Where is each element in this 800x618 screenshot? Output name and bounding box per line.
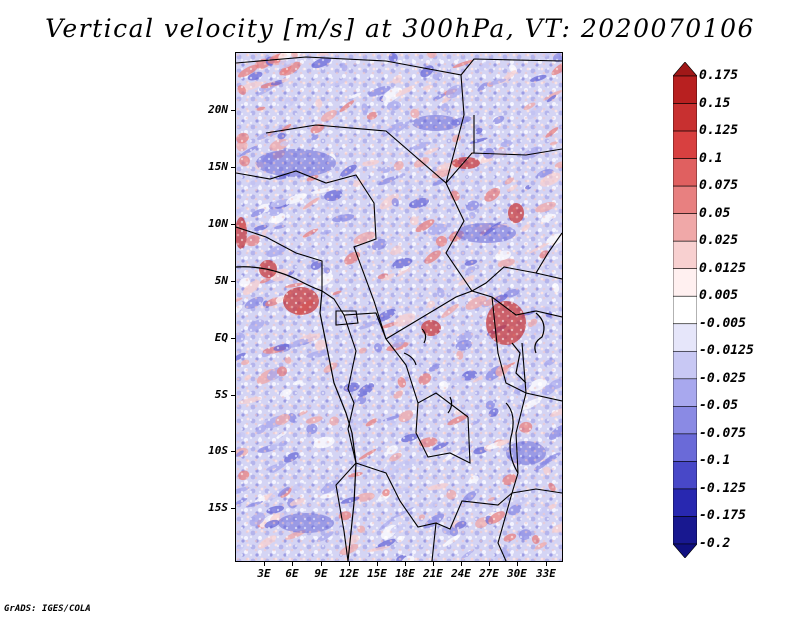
- colorbar-label: 0.175: [699, 68, 739, 83]
- lat-tick-mark: [231, 508, 235, 509]
- lat-tick-mark: [231, 224, 235, 225]
- colorbar-swatch: [673, 62, 697, 77]
- lon-tick-label: 12E: [339, 567, 359, 580]
- colorbar-label: 0.05: [699, 205, 731, 221]
- colorbar-swatch: [673, 461, 697, 490]
- colorbar-label: -0.1: [699, 453, 731, 469]
- country-borders: [236, 56, 562, 561]
- lon-tick-label: 6E: [285, 567, 299, 580]
- lon-tick-mark: [433, 562, 434, 566]
- lat-tick-mark: [231, 338, 235, 339]
- lon-tick-mark: [546, 562, 547, 566]
- colorbar-label: -0.05: [699, 398, 739, 414]
- colorbar-label: -0.005: [699, 315, 746, 331]
- colorbar-label: -0.0125: [699, 343, 754, 359]
- lat-tick-label: 20N: [208, 103, 228, 116]
- lat-tick-mark: [231, 167, 235, 168]
- colorbar-swatch: [673, 213, 697, 242]
- colorbar-label: 0.005: [699, 288, 739, 304]
- lon-tick-label: 3E: [257, 567, 271, 580]
- lat-tick-label: 10N: [208, 217, 228, 230]
- lon-tick-mark: [405, 562, 406, 566]
- colorbar-swatch: [673, 433, 697, 462]
- lat-tick-label: EQ: [214, 331, 228, 344]
- colorbar-swatch: [673, 130, 697, 159]
- lon-tick-mark: [292, 562, 293, 566]
- lon-tick-mark: [517, 562, 518, 566]
- lon-tick-mark: [349, 562, 350, 566]
- chart-title: Vertical velocity [m/s] at 300hPa, VT: 2…: [45, 14, 755, 43]
- colorbar-label: -0.075: [699, 425, 746, 441]
- colorbar-swatch: [673, 158, 697, 187]
- colorbar-swatch: [673, 323, 697, 352]
- lon-tick-label: 27E: [479, 567, 499, 580]
- colorbar-label: 0.025: [699, 233, 739, 249]
- grads-credit: GrADS: IGES/COLA: [4, 604, 91, 614]
- colorbar-label: 0.15: [699, 95, 731, 111]
- lon-tick-label: 15E: [367, 567, 387, 580]
- lon-tick-label: 33E: [536, 567, 556, 580]
- lat-tick-label: 10S: [208, 444, 228, 457]
- colorbar-label: -0.025: [699, 370, 746, 386]
- coastlines: [236, 266, 545, 561]
- lat-tick-mark: [231, 395, 235, 396]
- colorbar-swatch: [673, 543, 697, 558]
- lat-tick-label: 15N: [208, 160, 228, 173]
- lon-tick-mark: [377, 562, 378, 566]
- lat-tick-label: 5N: [214, 274, 228, 287]
- colorbar-swatch: [673, 185, 697, 214]
- colorbar-swatch: [673, 295, 697, 325]
- lat-tick-label: 5S: [214, 388, 228, 401]
- colorbar-label: -0.175: [699, 508, 746, 524]
- colorbar-swatch: [673, 406, 697, 435]
- colorbar-label: -0.2: [699, 536, 731, 551]
- colorbar-swatch: [673, 488, 697, 517]
- colorbar-swatch: [673, 240, 697, 270]
- colorbar-label: 0.125: [699, 123, 739, 139]
- lon-tick-label: 24E: [451, 567, 471, 580]
- colorbar-label: 0.1: [699, 150, 723, 166]
- colorbar-swatch: [673, 75, 697, 104]
- colorbar-label: 0.0125: [699, 260, 746, 276]
- colorbar-label: 0.075: [699, 178, 739, 194]
- lon-tick-mark: [461, 562, 462, 566]
- colorbar-swatch: [673, 516, 697, 545]
- lon-tick-label: 18E: [395, 567, 415, 580]
- colorbar-swatch: [673, 268, 697, 297]
- lat-tick-label: 15S: [208, 501, 228, 514]
- colorbar-label: -0.125: [699, 480, 746, 496]
- lat-tick-mark: [231, 110, 235, 111]
- lat-tick-mark: [231, 281, 235, 282]
- map-plot: [235, 52, 563, 562]
- lon-tick-label: 30E: [507, 567, 527, 580]
- colorbar-swatch: [673, 103, 697, 132]
- colorbar: [673, 62, 697, 558]
- velocity-field-map: [236, 53, 562, 561]
- lon-tick-mark: [489, 562, 490, 566]
- lat-tick-mark: [231, 451, 235, 452]
- lon-tick-label: 21E: [423, 567, 443, 580]
- lon-tick-mark: [264, 562, 265, 566]
- colorbar-swatch: [673, 378, 697, 407]
- lon-tick-mark: [321, 562, 322, 566]
- lon-tick-label: 9E: [314, 567, 328, 580]
- colorbar-swatch: [673, 350, 697, 380]
